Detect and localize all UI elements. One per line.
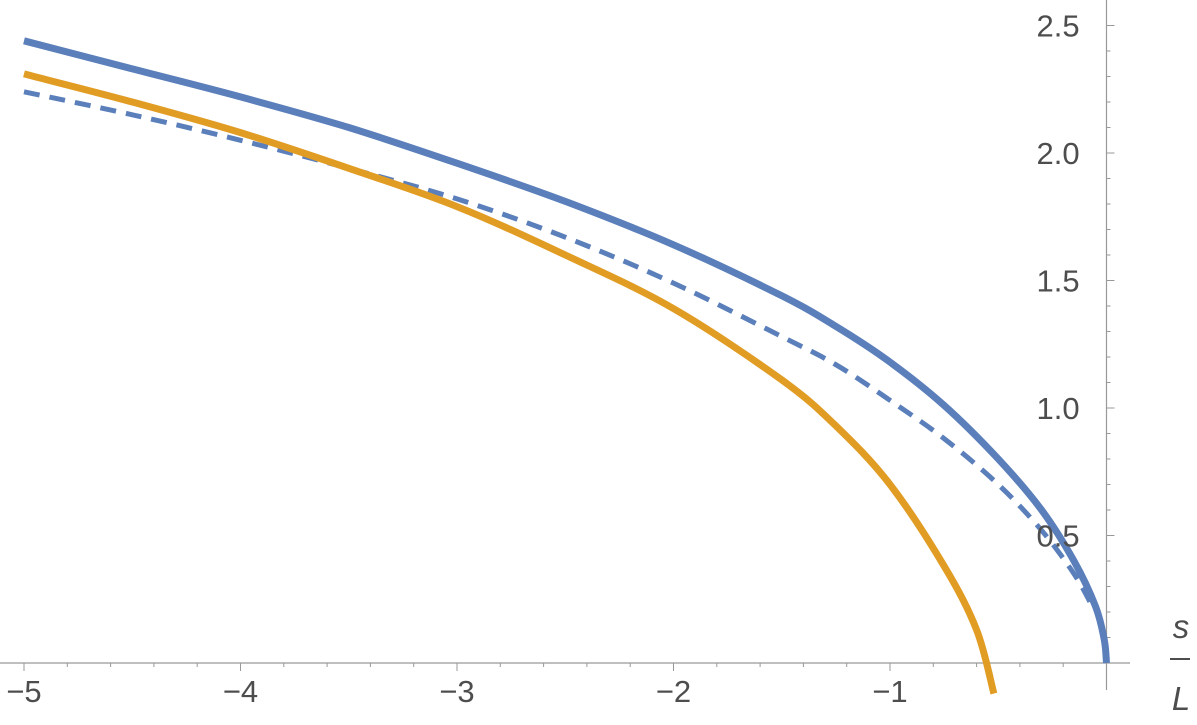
x-axis-label: s L [1170, 608, 1190, 717]
y-tick-label: 2.5 [1037, 9, 1080, 44]
y-tick-label: 1.5 [1037, 264, 1080, 299]
x-tick-label: −5 [6, 674, 41, 709]
x-tick-label: −1 [872, 674, 907, 709]
series-line-1 [23, 37, 1110, 664]
y-tick-label: 2.0 [1037, 136, 1080, 171]
x-tick-label: −4 [223, 674, 258, 709]
x-tick-label: −2 [656, 674, 691, 709]
series-line-2 [23, 89, 1094, 606]
tick-labels: −5 −4 −3 −2 −1 0.5 1.0 1.5 2.0 2.5 [6, 9, 1079, 710]
y-tick-label: 1.0 [1037, 391, 1080, 426]
x-axis-label-denominator: L [1172, 680, 1190, 717]
x-axis-label-numerator: s [1173, 608, 1190, 645]
x-tick-label: −3 [439, 674, 474, 709]
series-line-3 [23, 70, 998, 695]
axes [0, 0, 1130, 690]
series-group [23, 37, 1110, 695]
y-tick-label: 0.5 [1037, 519, 1080, 554]
